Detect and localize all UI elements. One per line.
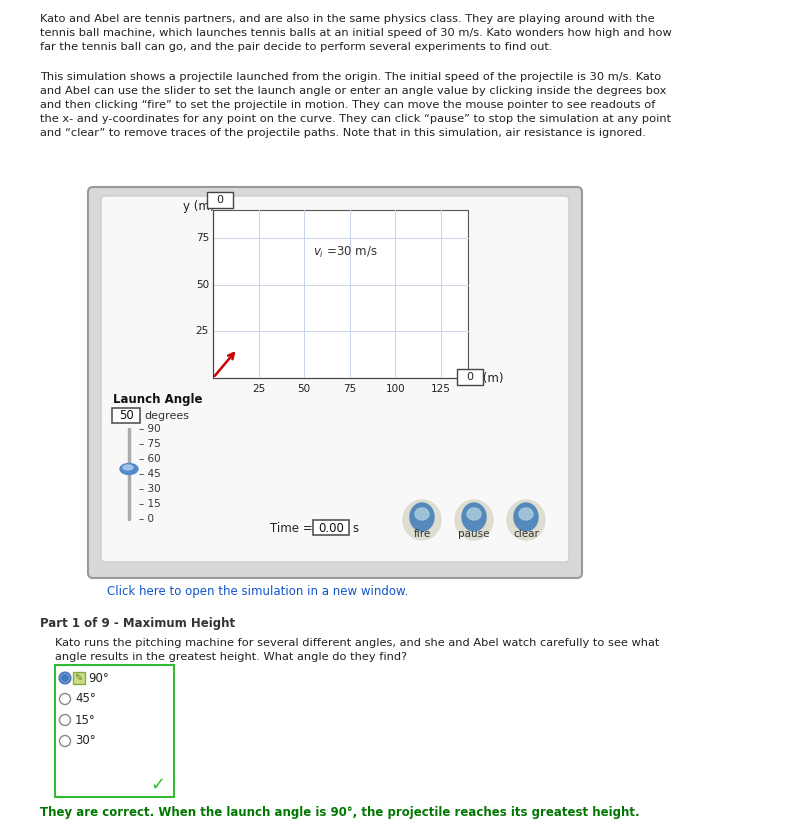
FancyBboxPatch shape <box>207 192 233 208</box>
Text: Click here to open the simulation in a new window.: Click here to open the simulation in a n… <box>107 585 408 598</box>
Text: 0: 0 <box>466 372 474 382</box>
Circle shape <box>60 694 71 705</box>
Text: – 45: – 45 <box>139 469 161 479</box>
Ellipse shape <box>519 508 533 520</box>
Ellipse shape <box>507 500 545 540</box>
Ellipse shape <box>410 503 434 531</box>
Text: – 60: – 60 <box>139 454 161 464</box>
Text: 50: 50 <box>298 384 310 394</box>
FancyBboxPatch shape <box>112 408 140 423</box>
Text: far the tennis ball can go, and the pair decide to perform several experiments t: far the tennis ball can go, and the pair… <box>40 42 552 52</box>
Text: 50: 50 <box>119 409 134 422</box>
Text: Part 1 of 9 - Maximum Height: Part 1 of 9 - Maximum Height <box>40 617 235 630</box>
Text: x (m): x (m) <box>472 371 504 384</box>
Text: and “clear” to remove traces of the projectile paths. Note that in this simulati: and “clear” to remove traces of the proj… <box>40 128 646 138</box>
Text: 0: 0 <box>217 195 224 205</box>
Text: ✓: ✓ <box>150 776 166 794</box>
Ellipse shape <box>514 503 538 531</box>
Text: 75: 75 <box>343 384 357 394</box>
FancyBboxPatch shape <box>88 187 582 578</box>
Text: – 75: – 75 <box>139 439 161 449</box>
Circle shape <box>61 675 68 681</box>
Text: degrees: degrees <box>144 410 189 420</box>
Text: They are correct. When the launch angle is 90°, the projectile reaches its great: They are correct. When the launch angle … <box>40 806 640 819</box>
Text: – 30: – 30 <box>139 484 161 494</box>
Ellipse shape <box>123 465 133 470</box>
Text: $v_i$ =30 m/s: $v_i$ =30 m/s <box>313 244 378 259</box>
Text: – 0: – 0 <box>139 514 154 524</box>
Text: pause: pause <box>458 529 490 539</box>
Text: This simulation shows a projectile launched from the origin. The initial speed o: This simulation shows a projectile launc… <box>40 72 661 82</box>
Text: tennis ball machine, which launches tennis balls at an initial speed of 30 m/s. : tennis ball machine, which launches tenn… <box>40 28 672 38</box>
Text: y (m): y (m) <box>183 200 214 213</box>
Circle shape <box>60 736 71 746</box>
Ellipse shape <box>467 508 481 520</box>
Text: 45°: 45° <box>75 692 96 706</box>
Text: Kato runs the pitching machine for several different angles, and she and Abel wa: Kato runs the pitching machine for sever… <box>55 638 659 648</box>
Text: fire: fire <box>413 529 431 539</box>
FancyBboxPatch shape <box>101 196 569 562</box>
Bar <box>213 210 468 378</box>
Text: Time =: Time = <box>270 521 313 535</box>
Text: ✎: ✎ <box>75 673 83 683</box>
Text: and Abel can use the slider to set the launch angle or enter an angle value by c: and Abel can use the slider to set the l… <box>40 86 666 96</box>
Ellipse shape <box>415 508 429 520</box>
Text: Launch Angle: Launch Angle <box>113 393 202 406</box>
FancyBboxPatch shape <box>55 665 174 797</box>
Text: 100: 100 <box>385 384 405 394</box>
Circle shape <box>60 715 71 726</box>
Circle shape <box>60 672 71 684</box>
Ellipse shape <box>403 500 441 540</box>
Text: s: s <box>352 521 358 535</box>
Text: 15°: 15° <box>75 714 96 726</box>
FancyBboxPatch shape <box>457 369 483 385</box>
Text: 25: 25 <box>252 384 265 394</box>
Text: 25: 25 <box>196 326 209 336</box>
Text: 90°: 90° <box>88 671 109 685</box>
FancyBboxPatch shape <box>72 671 84 684</box>
Text: 30°: 30° <box>75 735 96 747</box>
Ellipse shape <box>120 464 138 475</box>
Text: Kato and Abel are tennis partners, and are also in the same physics class. They : Kato and Abel are tennis partners, and a… <box>40 14 654 24</box>
Text: the x- and y-coordinates for any point on the curve. They can click “pause” to s: the x- and y-coordinates for any point o… <box>40 114 671 124</box>
FancyBboxPatch shape <box>313 520 349 535</box>
Ellipse shape <box>462 503 486 531</box>
Text: and then clicking “fire” to set the projectile in motion. They can move the mous: and then clicking “fire” to set the proj… <box>40 100 655 110</box>
Text: clear: clear <box>513 529 539 539</box>
Text: – 15: – 15 <box>139 499 161 509</box>
Text: 125: 125 <box>431 384 451 394</box>
Text: 75: 75 <box>196 233 209 243</box>
Text: – 90: – 90 <box>139 424 161 434</box>
Text: 50: 50 <box>196 279 209 289</box>
Text: 0.00: 0.00 <box>318 521 344 535</box>
Text: angle results in the greatest height. What angle do they find?: angle results in the greatest height. Wh… <box>55 652 407 662</box>
Ellipse shape <box>455 500 493 540</box>
